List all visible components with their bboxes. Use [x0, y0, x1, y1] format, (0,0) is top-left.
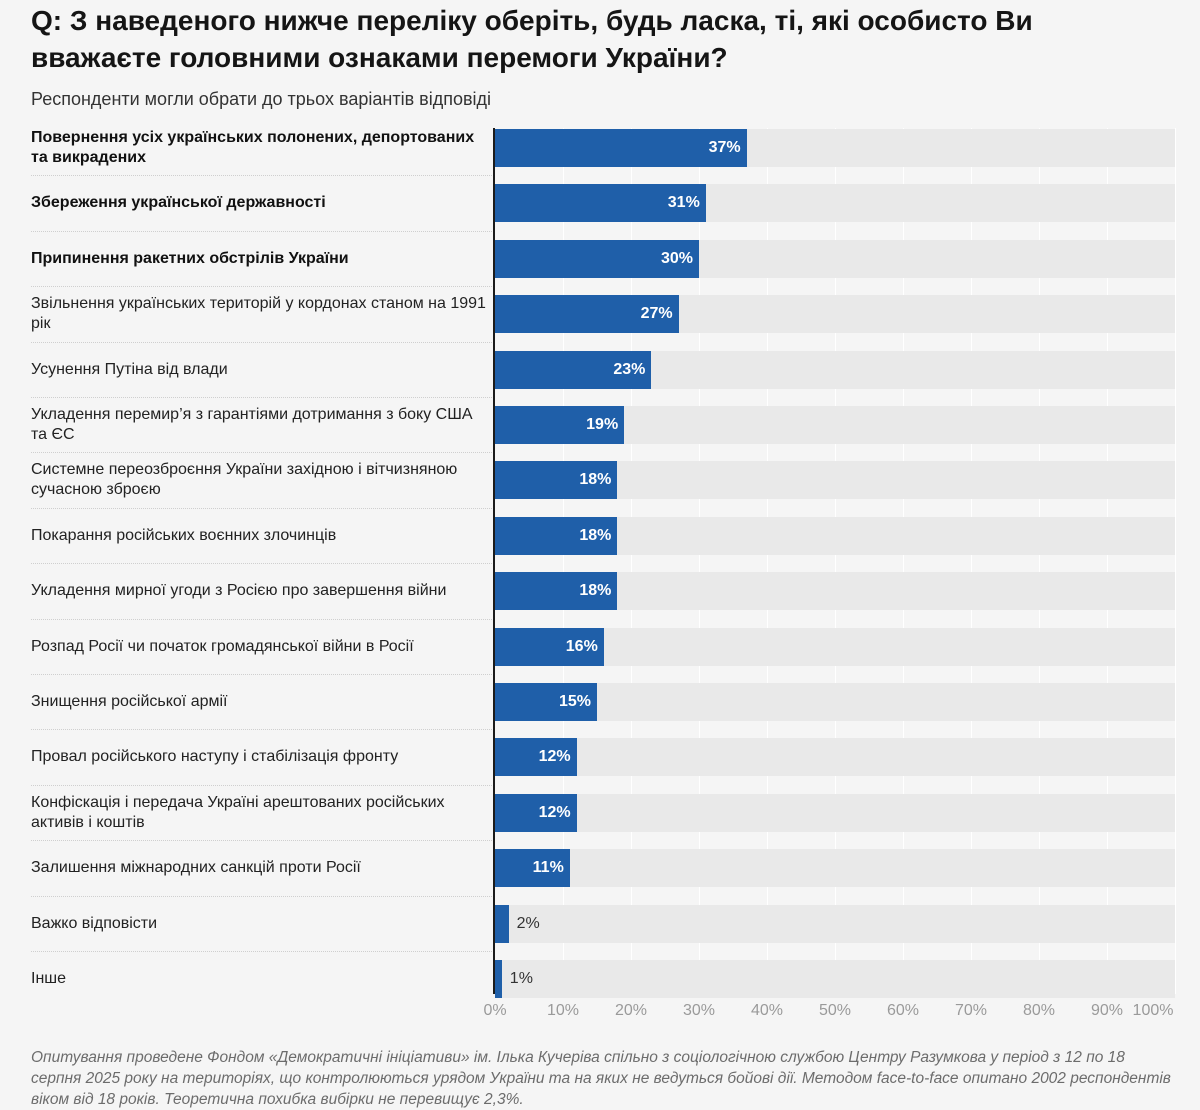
row-separator: [31, 397, 492, 398]
y-axis-line: [493, 128, 495, 994]
bar: [495, 960, 502, 998]
gridline: [834, 128, 836, 994]
category-label: Повернення усіх українських полонених, д…: [31, 129, 475, 166]
row-separator: [31, 784, 492, 786]
gridline: [766, 128, 768, 994]
bar: [495, 738, 577, 777]
bar-value-label: 11%: [532, 859, 564, 877]
category-label: Укладення перемир’я з гарантіями дотрима…: [31, 406, 473, 443]
bar: [495, 406, 625, 444]
category-label: Системне переозброєння України західною …: [31, 461, 458, 499]
category-label: Укладення мирної угоди з Росією про заве…: [31, 582, 447, 600]
category-label: Усунення Путіна від влади: [31, 360, 228, 378]
bar-value-label: 19%: [586, 416, 619, 433]
bar-value-label: 15%: [558, 693, 591, 710]
bar-value-label: 37%: [708, 139, 741, 156]
x-tick-label: 50%: [818, 1002, 852, 1019]
category-label: Покарання російських воєнних злочинців: [31, 526, 337, 544]
bar-value-label: 27%: [640, 305, 673, 323]
x-tick-label: 100%: [1132, 1002, 1174, 1019]
gridline: [630, 128, 632, 994]
bar-value-label: 23%: [613, 360, 646, 378]
bar-track: [495, 793, 1175, 832]
bar-value-label: 18%: [579, 582, 612, 600]
category-label: Звільнення українських територій у кордо…: [31, 295, 486, 333]
bar-track: [495, 627, 1175, 666]
row-separator: [31, 507, 492, 509]
gridline: [1174, 128, 1176, 994]
bar-value-label: 31%: [667, 194, 700, 212]
row-separator: [31, 341, 492, 343]
bar-track: [495, 683, 1175, 721]
bar: [495, 793, 577, 832]
row-separator: [31, 674, 492, 675]
x-tick-label: 40%: [750, 1002, 784, 1019]
bar: [495, 129, 747, 167]
x-tick-label: 80%: [1022, 1002, 1056, 1019]
bar-track: [495, 849, 1175, 888]
x-tick-label: 30%: [682, 1002, 716, 1019]
category-label: Залишення міжнародних санкцій проти Росі…: [31, 859, 361, 877]
category-label: Інше: [31, 970, 67, 987]
x-tick-label: 90%: [1090, 1002, 1124, 1019]
bar: [495, 683, 597, 721]
footnote: Опитування проведене Фондом «Демократичн…: [31, 1049, 1171, 1108]
bar-value-label: 18%: [579, 526, 612, 544]
row-separator: [31, 452, 492, 454]
chart-subtitle: Респонденти могли обрати до трьох варіан…: [31, 89, 492, 109]
bar: [495, 627, 604, 666]
bar: [495, 849, 570, 888]
row-separator: [31, 951, 492, 952]
row-separator: [31, 618, 492, 620]
bar-value-label: 18%: [579, 471, 612, 489]
bar-value-label: 2%: [516, 914, 540, 932]
bar-chart: Повернення усіх українських полонених, д…: [31, 128, 1176, 1019]
bar: [495, 350, 652, 389]
x-tick-label: 20%: [614, 1002, 648, 1019]
category-label: Знищення російської армії: [31, 693, 228, 710]
category-label: Важко відповісти: [31, 914, 158, 932]
category-label: Розпад Росії чи початок громадянської ві…: [31, 637, 414, 655]
row-separator: [31, 286, 492, 288]
bar: [495, 516, 618, 555]
row-separator: [31, 729, 492, 731]
gridline: [902, 128, 904, 994]
row-separator: [31, 230, 492, 232]
row-separator: [31, 840, 492, 842]
category-label: Припинення ракетних обстрілів України: [31, 249, 349, 267]
row-separator: [31, 563, 492, 565]
bar: [495, 239, 699, 278]
bar-value-label: 12%: [538, 748, 571, 766]
bar-track: [495, 904, 1175, 943]
bar: [495, 572, 618, 611]
chart-title: Q: З наведеного нижче переліку оберіть, …: [31, 5, 1033, 73]
x-tick-label: 60%: [886, 1002, 920, 1019]
bar-track: [495, 960, 1175, 998]
gridline: [562, 128, 564, 994]
category-label: Провал російського наступу і стабілізаці…: [31, 748, 399, 766]
x-tick-label: 70%: [954, 1002, 988, 1019]
x-tick-label: 0%: [483, 1002, 507, 1019]
gridline: [1038, 128, 1040, 994]
gridline: [1106, 128, 1108, 994]
bar: [495, 461, 618, 500]
row-separator: [31, 175, 492, 177]
bar: [495, 904, 509, 943]
gridline: [970, 128, 972, 994]
bar-value-label: 30%: [660, 249, 693, 267]
bar-track: [495, 738, 1175, 777]
bar: [495, 184, 706, 223]
category-label: Збереження української державності: [31, 194, 326, 212]
bar-value-label: 12%: [538, 803, 571, 821]
bar-value-label: 16%: [565, 637, 598, 655]
category-label: Конфіскація і передача Україні арештован…: [31, 793, 445, 831]
bar-value-label: 1%: [509, 970, 533, 987]
row-separator: [31, 895, 492, 897]
gridline: [698, 128, 700, 994]
x-tick-label: 10%: [546, 1002, 580, 1019]
bar: [495, 295, 679, 334]
